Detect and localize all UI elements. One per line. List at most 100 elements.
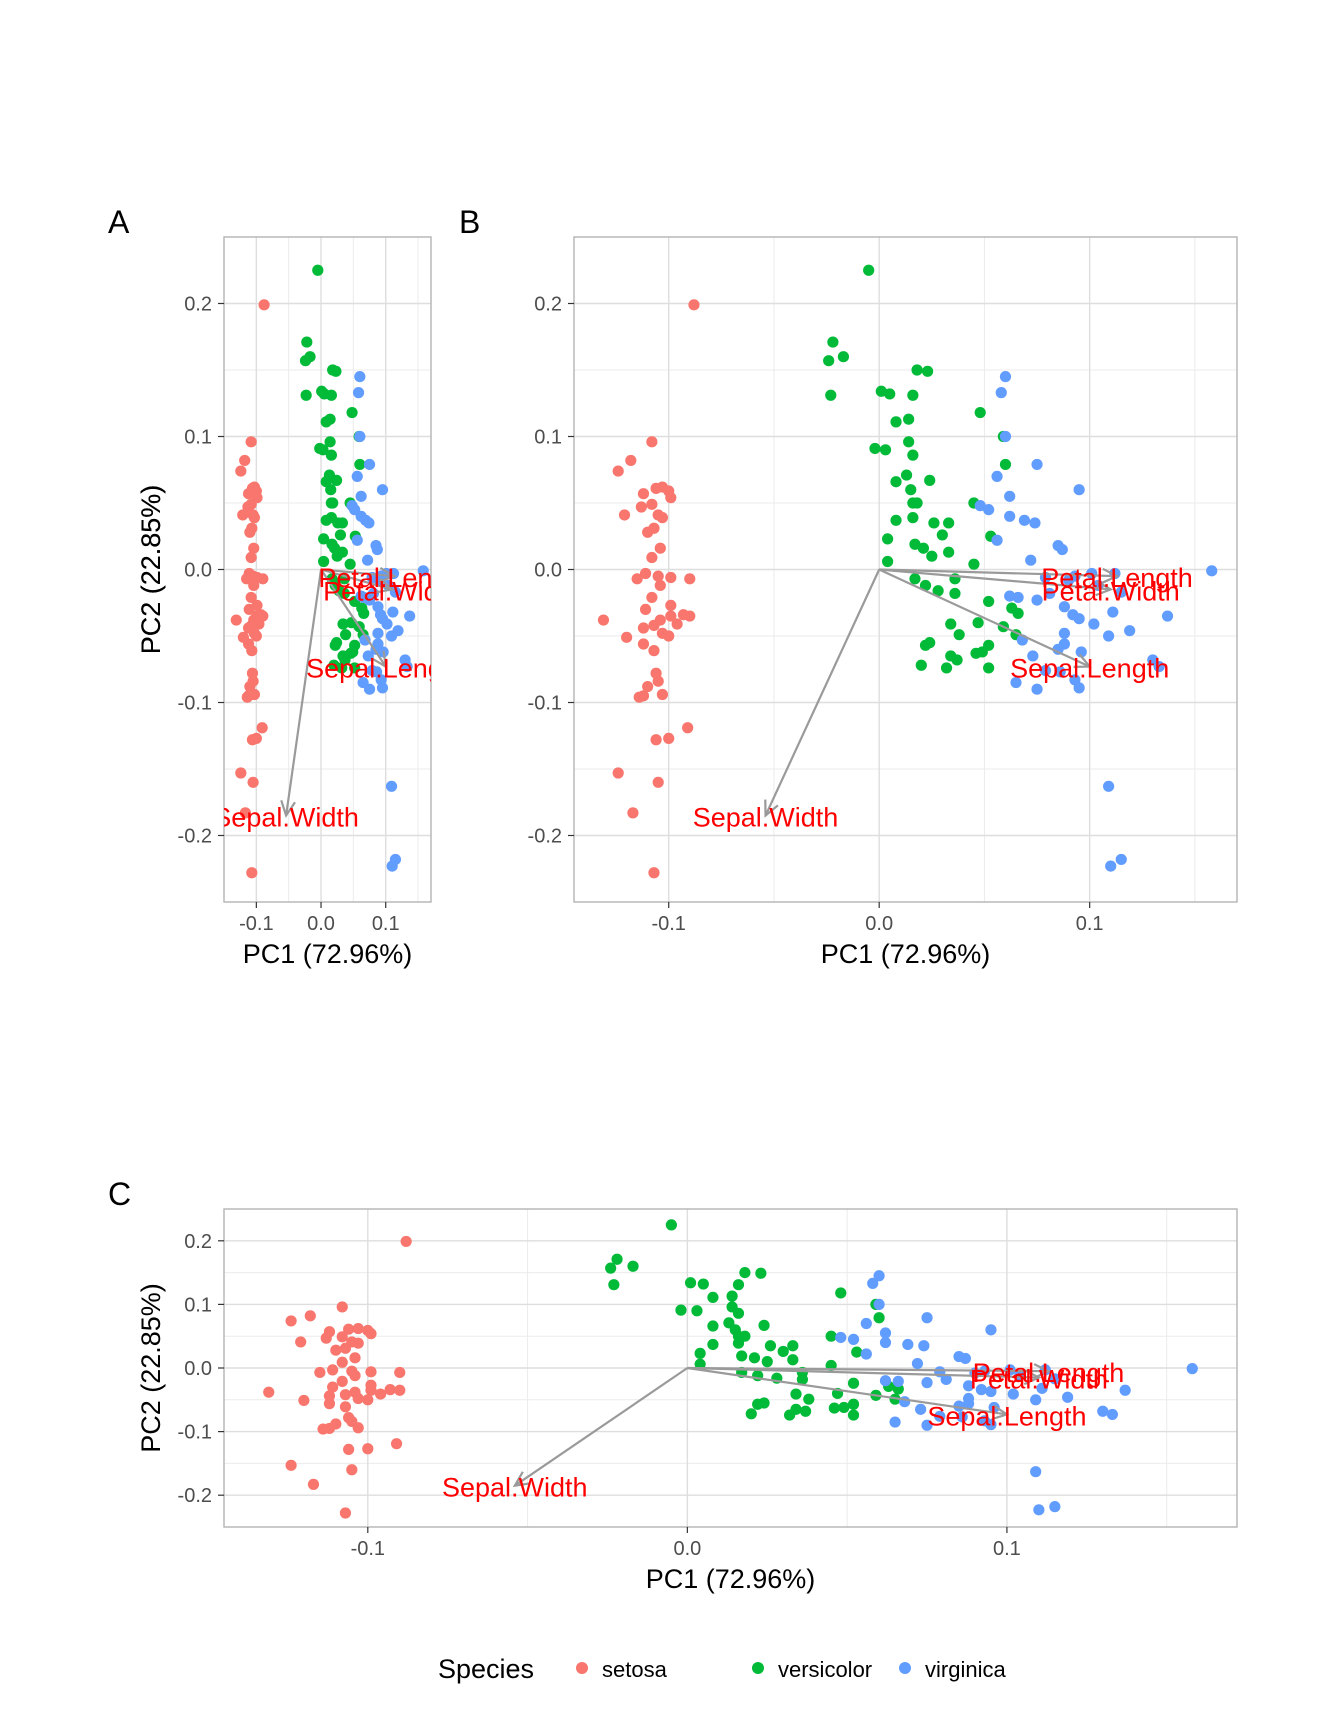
data-point-versicolor [346, 406, 358, 419]
loading-arrowhead [378, 566, 397, 583]
data-point-versicolor [803, 1393, 815, 1405]
data-point-setosa [327, 1381, 339, 1393]
data-point-virginica [363, 458, 376, 471]
data-point-virginica [1010, 676, 1022, 689]
data-point-virginica [1039, 664, 1052, 677]
data-point-versicolor [873, 1312, 885, 1324]
data-point-versicolor [949, 587, 961, 600]
y-tick-label: -0.2 [178, 826, 212, 848]
data-point-virginica [362, 650, 374, 662]
data-point-versicolor [945, 618, 957, 630]
data-point-versicolor [924, 474, 936, 486]
data-point-setosa [346, 1464, 358, 1476]
data-point-virginica [363, 683, 376, 695]
y-tick-label: 0.0 [184, 1358, 212, 1380]
data-point-versicolor [890, 476, 902, 488]
data-point-virginica [921, 1377, 933, 1389]
data-point-virginica [373, 574, 385, 586]
data-point-virginica [1105, 860, 1117, 872]
loading-arrowhead [1023, 1369, 1042, 1386]
data-point-setosa [597, 614, 610, 626]
data-point-versicolor [863, 264, 875, 276]
data-point-virginica [352, 387, 365, 399]
data-point-virginica [1124, 625, 1136, 637]
data-point-setosa [656, 688, 669, 701]
data-point-virginica [985, 1385, 997, 1398]
data-point-setosa [365, 1366, 377, 1378]
data-point-setosa [343, 1323, 355, 1335]
data-point-versicolor [325, 389, 337, 401]
data-point-setosa [637, 488, 650, 500]
loading-arrow-Petal.Length [879, 568, 1118, 578]
series-versicolor [823, 264, 1024, 674]
data-point-setosa [633, 691, 645, 703]
x-tick-label: 0.1 [1076, 913, 1104, 935]
data-point-versicolor [909, 538, 921, 550]
data-point-setosa [374, 1388, 387, 1400]
loading-label: Petal.Length [973, 1358, 1125, 1388]
data-point-versicolor [684, 1277, 697, 1289]
data-point-versicolor [739, 1267, 751, 1279]
data-point-setosa [352, 1422, 364, 1434]
data-point-setosa [248, 542, 260, 554]
data-point-virginica [988, 1401, 1000, 1414]
series-virginica [974, 371, 1218, 872]
data-point-virginica [404, 610, 416, 622]
data-point-virginica [879, 1375, 892, 1387]
data-point-setosa [336, 1331, 348, 1343]
data-point-setosa [650, 734, 662, 746]
data-point-setosa [362, 1394, 374, 1406]
data-point-versicolor [907, 449, 919, 461]
data-point-versicolor [605, 1262, 617, 1274]
data-point-setosa [648, 867, 660, 879]
data-point-setosa [237, 509, 249, 521]
data-point-versicolor [900, 469, 913, 481]
data-point-virginica [1063, 574, 1075, 586]
data-point-versicolor [915, 659, 927, 671]
data-point-versicolor [869, 442, 881, 455]
data-point-versicolor [983, 662, 995, 674]
data-point-setosa [235, 767, 247, 779]
data-point-virginica [867, 1277, 879, 1290]
data-point-virginica [351, 470, 363, 482]
data-point-virginica [354, 371, 366, 383]
y-tick-label: 0.0 [534, 560, 562, 582]
data-point-versicolor [736, 1350, 748, 1362]
data-point-versicolor [300, 389, 312, 401]
data-point-setosa [621, 631, 633, 643]
data-point-virginica [376, 682, 389, 694]
data-point-versicolor [851, 1346, 863, 1358]
data-point-versicolor [312, 264, 324, 276]
data-point-versicolor [336, 517, 348, 529]
data-point-virginica [1073, 682, 1085, 694]
loading-arrow-Sepal.Width [514, 1367, 688, 1487]
loading-arrowhead [1095, 580, 1114, 597]
data-point-setosa [654, 542, 666, 554]
data-point-versicolor [847, 1377, 860, 1389]
loading-arrow-Sepal.Width [285, 569, 323, 816]
data-point-virginica [1161, 610, 1174, 622]
data-point-versicolor [608, 1279, 620, 1291]
data-point-versicolor [919, 579, 932, 592]
data-point-versicolor [694, 1347, 706, 1359]
data-point-versicolor [675, 1304, 687, 1316]
data-point-versicolor [796, 1373, 809, 1386]
data-point-setosa [323, 1398, 336, 1410]
data-point-versicolor [999, 458, 1012, 471]
data-point-virginica [975, 1384, 987, 1396]
x-tick-label: 0.1 [993, 1538, 1021, 1560]
data-point-virginica [934, 1410, 946, 1422]
data-point-virginica [1033, 1504, 1045, 1516]
data-point-virginica [385, 630, 398, 642]
data-point-versicolor [835, 1287, 847, 1299]
data-point-virginica [889, 1416, 901, 1428]
data-point-virginica [860, 1317, 872, 1330]
loading-label: Sepal.Width [442, 1473, 588, 1503]
data-point-versicolor [932, 585, 944, 597]
data-point-setosa [646, 436, 658, 448]
data-point-setosa [327, 1364, 339, 1376]
data-point-versicolor [325, 449, 337, 461]
loading-label: Petal.Length [318, 563, 470, 593]
data-point-virginica [1004, 510, 1016, 522]
data-point-setosa [384, 1384, 396, 1396]
